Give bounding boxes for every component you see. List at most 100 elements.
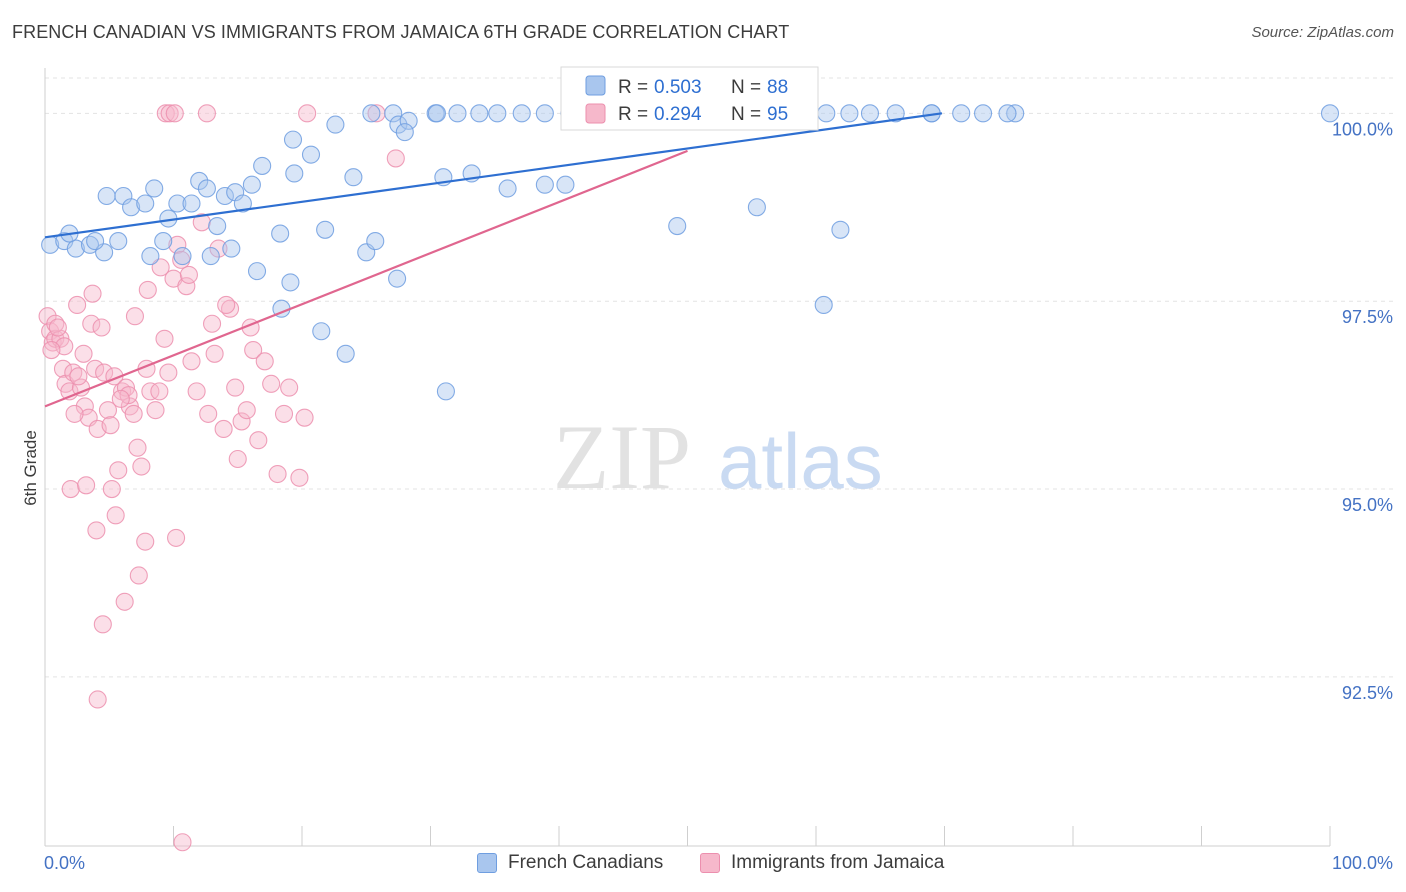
stats-n-value-pink: 95 xyxy=(767,104,788,125)
jamaica-immigrants-point xyxy=(101,416,120,435)
french-canadians-point xyxy=(109,232,128,251)
french-canadians-point xyxy=(208,216,227,236)
stats-legend-pink-swatch xyxy=(585,103,606,124)
french-canadians-point xyxy=(1320,104,1340,123)
jamaica-immigrants-point xyxy=(249,431,268,450)
legend-label-immigrants-jamaica: Immigrants from Jamaica xyxy=(731,852,945,873)
jamaica-immigrants-point xyxy=(192,213,211,232)
french-canadians-point xyxy=(399,111,418,130)
jamaica-immigrants-point xyxy=(87,521,106,540)
jamaica-immigrants-trendline xyxy=(44,149,688,408)
stats-r-value-blue: 0.503 xyxy=(654,77,702,98)
legend-swatch-blue xyxy=(477,853,497,873)
french-canadians-point xyxy=(182,194,201,213)
french-canadians-point xyxy=(242,175,261,194)
french-canadians-point xyxy=(395,123,414,142)
french-canadians-point xyxy=(190,171,209,191)
jamaica-immigrants-point xyxy=(125,307,144,326)
jamaica-immigrants-point xyxy=(98,401,118,420)
jamaica-immigrants-point xyxy=(209,239,228,258)
french-canadians-point xyxy=(86,232,105,251)
french-canadians-point xyxy=(556,175,575,194)
french-canadians-point xyxy=(344,168,363,187)
jamaica-immigrants-point xyxy=(116,378,136,397)
jamaica-immigrants-point xyxy=(173,833,192,852)
french-canadians-point xyxy=(436,382,455,401)
french-canadians-point xyxy=(362,104,381,123)
french-canadians-point xyxy=(747,198,766,217)
french-canadians-point xyxy=(860,104,880,123)
jamaica-immigrants-point xyxy=(68,295,87,315)
jamaica-immigrants-point xyxy=(214,419,233,438)
stats-r-label-pink: R = xyxy=(618,104,648,125)
watermark: ZIP atlas xyxy=(553,406,883,508)
jamaica-immigrants-point xyxy=(74,344,93,363)
jamaica-immigrants-point xyxy=(274,404,294,423)
jamaica-immigrants-point xyxy=(83,284,102,303)
jamaica-immigrants-point xyxy=(217,295,236,315)
french-canadians-point xyxy=(253,156,272,175)
stats-r-value-pink: 0.294 xyxy=(654,104,702,125)
jamaica-immigrants-point xyxy=(295,408,314,427)
jamaica-immigrants-point xyxy=(177,277,196,296)
jamaica-immigrants-point xyxy=(69,367,88,386)
jamaica-immigrants-point xyxy=(86,359,105,378)
french-canadians-point xyxy=(998,104,1017,123)
jamaica-immigrants-point xyxy=(160,104,179,123)
jamaica-immigrants-point xyxy=(203,314,222,333)
french-canadians-point xyxy=(973,104,993,123)
french-canadians-point xyxy=(488,104,507,123)
y-tick-label: 95.0% xyxy=(1342,495,1393,515)
jamaica-immigrants-point xyxy=(151,258,170,277)
french-canadians-point xyxy=(154,232,173,251)
jamaica-immigrants-point xyxy=(132,457,151,476)
jamaica-immigrants-point xyxy=(168,235,187,254)
french-canadians-point xyxy=(285,164,304,183)
legend-label-french-canadians: French Canadians xyxy=(508,852,664,873)
source-credit: Source: ZipAtlas.com xyxy=(1251,24,1394,41)
french-canadians-trendline xyxy=(44,112,943,239)
jamaica-immigrants-point xyxy=(197,104,216,123)
french-canadians-point xyxy=(366,232,385,251)
jamaica-immigrants-point xyxy=(129,566,148,585)
french-canadians-point xyxy=(814,295,833,315)
jamaica-immigrants-point xyxy=(232,412,251,431)
jamaica-immigrants-point xyxy=(128,438,147,457)
french-canadians-point xyxy=(831,220,850,239)
x-tick-label-min: 0.0% xyxy=(44,853,85,873)
axis-layer: 92.5% 95.0% 97.5% 100.0% 0.0% 100.0% xyxy=(44,68,1393,873)
french-canadians-point xyxy=(173,247,192,266)
french-canadians-point xyxy=(136,194,155,213)
french-canadians-point xyxy=(388,269,407,288)
jamaica-immigrants-point xyxy=(75,397,94,416)
jamaica-immigrants-point xyxy=(92,318,111,337)
trend-lines xyxy=(44,112,943,408)
french-canadians-point xyxy=(301,145,321,164)
french-canadians-point xyxy=(535,175,554,194)
chart-title: FRENCH CANADIAN VS IMMIGRANTS FROM JAMAI… xyxy=(12,22,790,42)
french-canadians-point xyxy=(498,179,517,198)
jamaica-immigrants-point xyxy=(82,314,101,333)
stats-legend: R = 0.503 N = 88 R = 0.294 N = 95 xyxy=(560,66,819,131)
jamaica-immigrants-point xyxy=(150,382,169,401)
french-canadians-point xyxy=(168,194,187,213)
jamaica-immigrants-point xyxy=(53,359,73,378)
y-axis-label: 6th Grade xyxy=(21,430,40,506)
jamaica-immigrants-point xyxy=(65,404,84,423)
french-canadians-point xyxy=(470,104,489,123)
stats-n-label-blue: N = xyxy=(731,77,761,98)
watermark-atlas: atlas xyxy=(718,417,883,505)
legend-item-immigrants-jamaica: Immigrants from Jamaica xyxy=(700,852,944,874)
french-canadians-point xyxy=(222,239,241,258)
y-tick-label: 92.5% xyxy=(1342,683,1393,703)
jamaica-immigrants-point xyxy=(155,329,174,348)
stats-legend-blue-swatch xyxy=(585,75,606,96)
french-canadians-point xyxy=(512,104,531,123)
jamaica-immigrants-point xyxy=(237,401,256,420)
french-canadians-point xyxy=(668,216,687,236)
french-canadians-point xyxy=(817,104,836,123)
stats-n-value-blue: 88 xyxy=(767,77,788,98)
watermark-zip: ZIP xyxy=(553,406,691,508)
jamaica-immigrants-point xyxy=(205,344,224,363)
